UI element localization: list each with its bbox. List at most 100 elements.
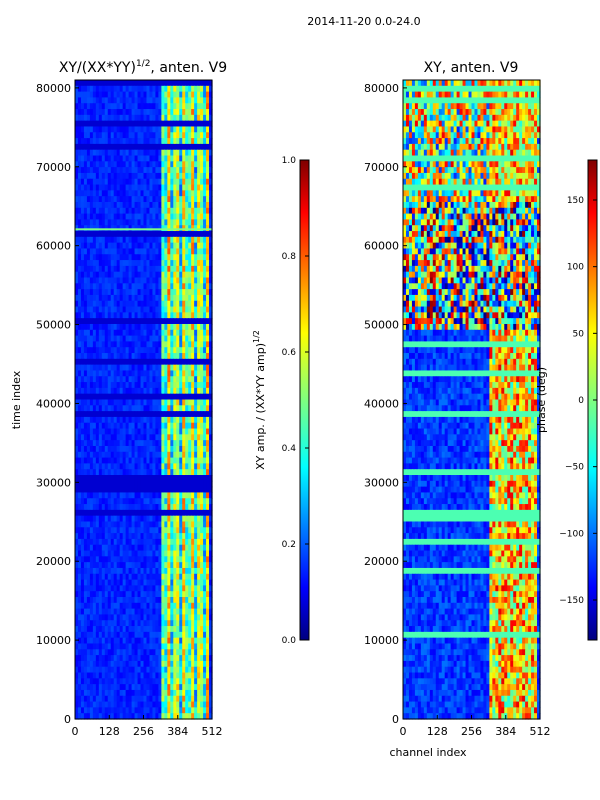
left-heatmap-cell (113, 364, 118, 372)
left-heatmap-cell (113, 323, 118, 331)
left-heatmap-cell (113, 626, 118, 633)
left-heatmap-cell (194, 643, 198, 650)
left-heatmap-cell (98, 515, 103, 523)
left-heatmap-cell (137, 178, 142, 186)
left-heatmap-cell (140, 341, 145, 348)
left-heatmap-cell (101, 231, 106, 238)
left-heatmap-cell (83, 289, 88, 296)
left-heatmap-cell (101, 701, 106, 708)
left-heatmap-cell (149, 521, 154, 528)
left-heatmap-cell (77, 114, 82, 122)
left-heatmap-cell (164, 300, 168, 308)
left-heatmap-cell (116, 120, 121, 128)
left-heatmap-cell (98, 440, 103, 447)
left-heatmap-cell (140, 608, 145, 616)
left-heatmap-cell (95, 207, 100, 215)
left-heatmap-cell (197, 172, 201, 180)
left-heatmap-cell (164, 620, 168, 627)
left-heatmap-cell (203, 294, 207, 302)
left-heatmap-cell (182, 248, 186, 255)
left-heatmap-cell (140, 80, 145, 87)
left-heatmap-cell (75, 399, 79, 406)
left-heatmap-cell (110, 294, 115, 302)
left-heatmap-cell (131, 451, 136, 459)
left-heatmap-cell (146, 341, 151, 348)
left-heatmap-cell (143, 602, 148, 610)
left-heatmap-cell (197, 422, 201, 430)
left-heatmap-cell (179, 265, 183, 273)
left-heatmap-cell (128, 463, 133, 470)
left-heatmap-cell (146, 434, 151, 441)
left-heatmap-cell (182, 207, 186, 215)
left-heatmap-cell (89, 416, 94, 424)
left-heatmap-cell (119, 480, 124, 488)
left-heatmap-cell (140, 498, 145, 505)
left-heatmap-cell (203, 300, 207, 308)
left-heatmap-cell (164, 399, 168, 406)
left-heatmap-cell (191, 678, 195, 685)
left-heatmap-cell (140, 602, 145, 610)
left-heatmap-cell (101, 399, 106, 406)
left-heatmap-cell (149, 190, 154, 197)
left-heatmap-cell (164, 440, 168, 447)
left-heatmap-cell (185, 695, 189, 703)
left-heatmap-cell (116, 91, 121, 99)
left-heatmap-cell (200, 294, 204, 302)
left-heatmap-cell (110, 434, 115, 441)
left-heatmap-cell (161, 80, 165, 87)
left-heatmap-cell (113, 463, 118, 470)
left-heatmap-cell (200, 248, 204, 255)
left-heatmap-cell (164, 689, 168, 697)
left-heatmap-cell (158, 533, 162, 540)
left-heatmap-cell (170, 504, 174, 511)
left-heatmap-cell (209, 660, 213, 668)
left-heatmap-cell (95, 440, 100, 447)
left-heatmap-cell (125, 585, 130, 592)
left-heatmap-cell (194, 655, 198, 662)
left-heatmap-cell (140, 172, 145, 180)
left-heatmap-cell (203, 579, 207, 586)
left-heatmap-cell (92, 376, 97, 383)
left-heatmap-cell (158, 591, 162, 598)
left-heatmap-cell (92, 608, 97, 616)
left-heatmap-cell (203, 167, 207, 174)
left-heatmap-cell (140, 335, 145, 343)
left-heatmap-cell (128, 469, 133, 476)
left-heatmap-cell (191, 562, 195, 569)
left-heatmap-cell (137, 201, 142, 209)
left-heatmap-cell (203, 120, 207, 128)
left-heatmap-cell (83, 306, 88, 313)
left-heatmap-cell (131, 428, 136, 435)
left-heatmap-cell (113, 120, 118, 128)
left-heatmap-cell (161, 347, 165, 354)
left-heatmap-cell (89, 614, 94, 621)
left-heatmap-cell (200, 573, 204, 581)
left-heatmap-cell (206, 190, 210, 197)
left-heatmap-cell (107, 515, 112, 523)
left-heatmap-cell (149, 260, 154, 267)
left-heatmap-cell (170, 132, 174, 139)
left-heatmap-cell (185, 167, 189, 174)
left-heatmap-cell (143, 149, 148, 157)
left-heatmap-cell (80, 515, 85, 523)
left-heatmap-cell (203, 538, 207, 546)
left-heatmap-cell (98, 695, 103, 703)
left-heatmap-cell (179, 538, 183, 546)
left-heatmap-cell (86, 428, 91, 435)
left-heatmap-cell (104, 701, 109, 708)
left-heatmap-cell (152, 486, 157, 494)
left-heatmap-cell (191, 498, 195, 505)
left-heatmap-cell (197, 306, 201, 313)
left-heatmap-cell (140, 544, 145, 552)
left-heatmap-cell (101, 109, 106, 116)
left-heatmap-cell (122, 231, 127, 238)
left-heatmap-cell (116, 184, 121, 191)
left-heatmap-cell (128, 579, 133, 586)
left-heatmap-cell (176, 254, 180, 261)
left-heatmap-cell (110, 80, 115, 87)
left-heatmap-cell (191, 306, 195, 313)
left-heatmap-cell (161, 660, 165, 668)
left-heatmap-cell (143, 689, 148, 697)
left-heatmap-cell (197, 335, 201, 343)
left-heatmap-cell (161, 184, 165, 191)
